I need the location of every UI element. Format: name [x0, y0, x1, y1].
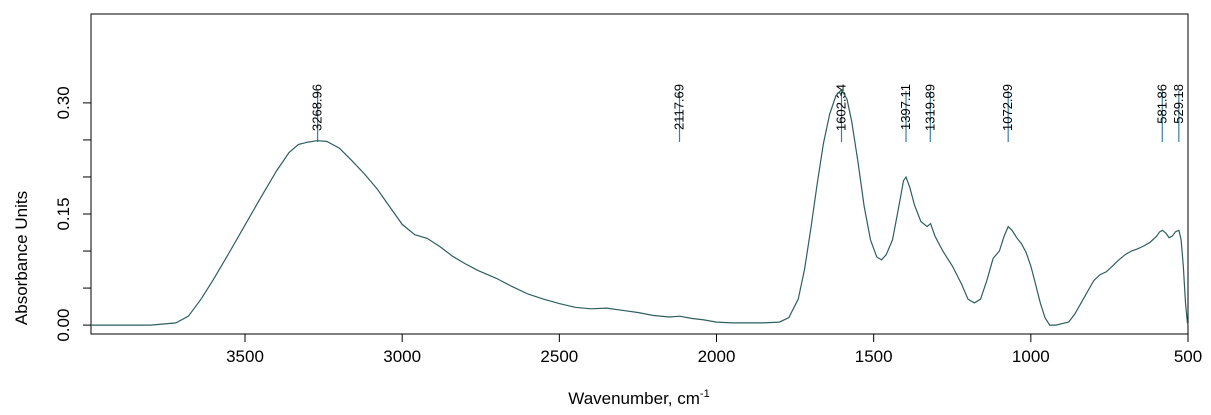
x-axis: 3500 3000 2500 2000 1500 1000 500 — [226, 334, 1202, 366]
x-tick-label: 2000 — [698, 347, 736, 366]
y-axis-title: Absorbance Units — [12, 191, 31, 325]
x-tick-label: 2500 — [540, 347, 578, 366]
plot-frame — [90, 13, 1189, 335]
peak-label: 1319.89 — [922, 84, 937, 131]
peak-annotations: 3268.96 2117.69 1602.34 1397.11 1319.89 1072.… — [310, 84, 1186, 142]
x-tick-label: 500 — [1174, 347, 1202, 366]
x-axis-title: Wavenumber, cm-1 — [568, 388, 709, 408]
peak-label: 529.18 — [1171, 84, 1186, 124]
peak-label: 581.86 — [1154, 84, 1169, 124]
x-tick-label: 3000 — [383, 347, 421, 366]
peak-label: 1397.11 — [898, 84, 913, 130]
y-axis: 0.00 0.15 0.30 — [54, 86, 91, 342]
x-axis-title-text: Wavenumber, cm — [568, 389, 700, 408]
x-tick-label: 1000 — [1012, 347, 1050, 366]
x-axis-title-superscript: -1 — [700, 388, 710, 400]
peak-label: 1072.09 — [1000, 84, 1015, 131]
x-tick-label: 1500 — [855, 347, 893, 366]
y-tick-label: 0.30 — [54, 86, 73, 119]
y-tick-label: 0.15 — [54, 197, 73, 230]
y-tick-label: 0.00 — [54, 309, 73, 342]
spectrum-line — [91, 88, 1189, 326]
peak-label: 2117.69 — [672, 84, 687, 130]
x-tick-label: 3500 — [226, 347, 264, 366]
peak-label: 3268.96 — [310, 84, 325, 131]
